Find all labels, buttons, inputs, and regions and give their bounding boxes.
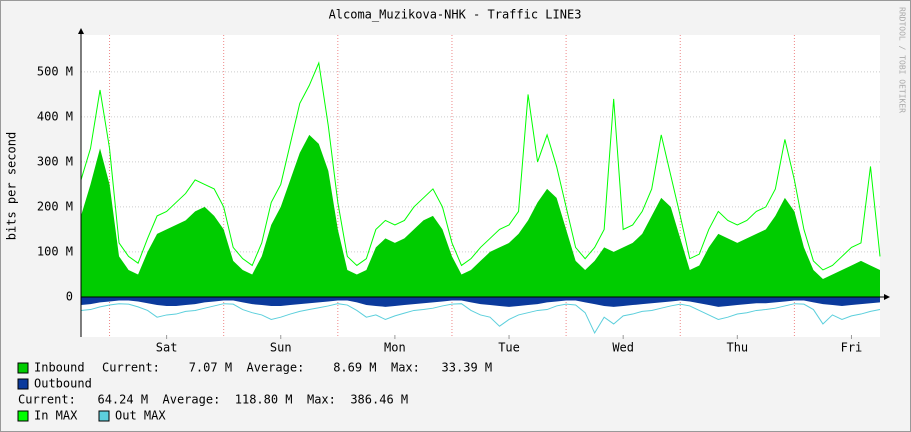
legend-label: In MAX	[34, 409, 78, 423]
x-tick-label: Sun	[270, 341, 292, 355]
y-tick-label: 500 M	[37, 64, 73, 78]
y-axis-arrow	[78, 28, 84, 34]
legend-label: Out MAX	[115, 409, 166, 423]
x-tick-label: Thu	[726, 341, 748, 355]
y-tick-label: 300 M	[37, 154, 73, 168]
line	[80, 303, 881, 335]
area	[81, 296, 880, 307]
side-note: RRDTOOL / TOBI OETIKER	[898, 7, 907, 113]
legend-stats: Current: 64.24 M Average: 118.80 M Max: …	[18, 393, 408, 407]
y-tick-label: 0	[66, 289, 73, 303]
legend-label: Inbound	[34, 361, 85, 375]
x-tick-label: Fri	[841, 341, 863, 355]
chart-title: Alcoma_Muzikova-NHK - Traffic LINE3	[329, 8, 582, 22]
area	[81, 134, 880, 297]
x-tick-label: Sat	[156, 341, 178, 355]
y-tick-label: 100 M	[37, 244, 73, 258]
x-axis-arrow	[884, 294, 890, 300]
y-tick-label: 200 M	[37, 199, 73, 213]
y-tick-label: 400 M	[37, 109, 73, 123]
x-tick-label: Mon	[384, 341, 406, 355]
legend-swatch	[17, 410, 29, 422]
y-axis-label: bits per second	[5, 132, 19, 240]
legend-stats: Current: 7.07 M Average: 8.69 M Max: 33.…	[102, 361, 492, 375]
line	[80, 61, 881, 271]
legend-swatch	[17, 362, 29, 374]
legend-label: Outbound	[34, 377, 92, 391]
x-tick-label: Wed	[612, 341, 634, 355]
x-tick-label: Tue	[498, 341, 520, 355]
legend-swatch	[98, 410, 110, 422]
legend-swatch	[17, 378, 29, 390]
